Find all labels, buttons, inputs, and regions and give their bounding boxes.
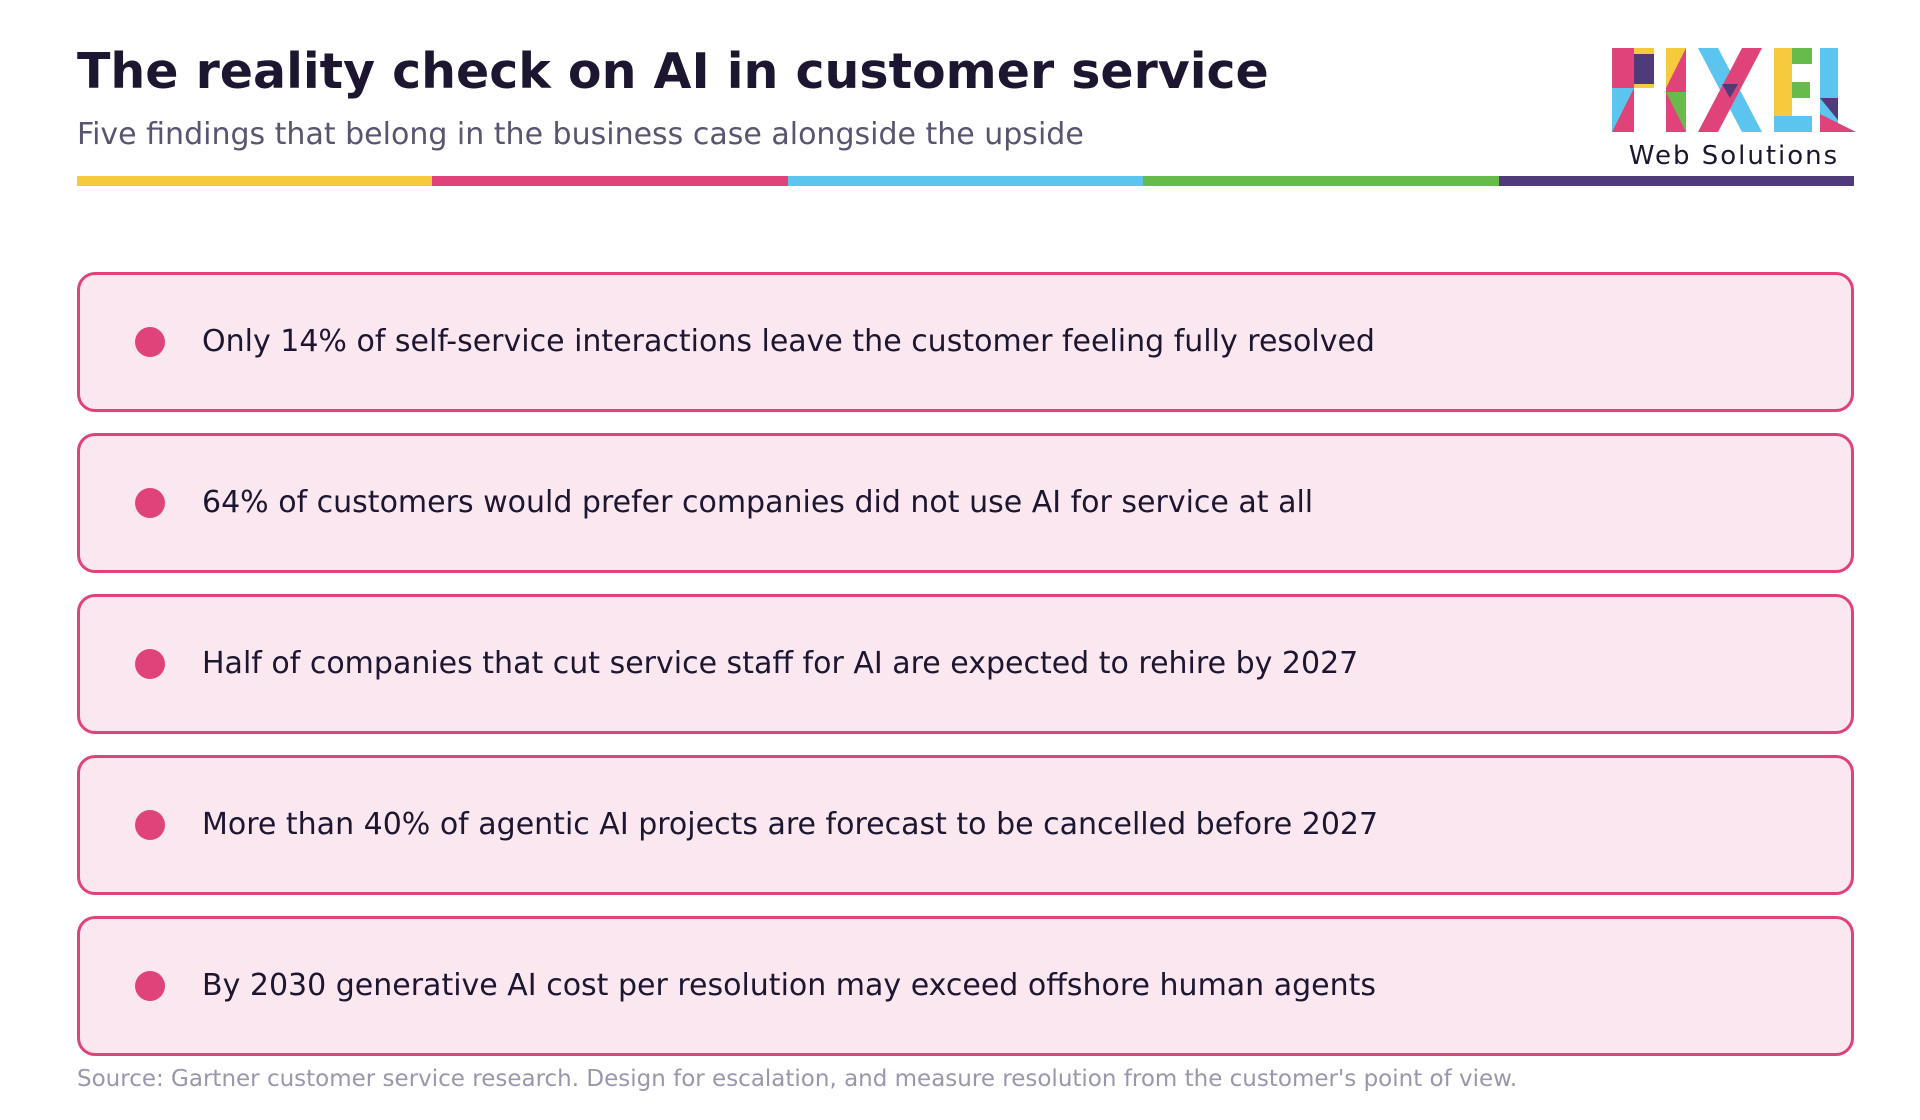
bullet-dot-icon (135, 810, 165, 840)
pixel-logo-icon (1612, 48, 1856, 132)
bullet-dot-icon (135, 971, 165, 1001)
findings-list: Only 14% of self-service interactions le… (77, 272, 1854, 1077)
page-title: The reality check on AI in customer serv… (77, 43, 1269, 100)
finding-text: Half of companies that cut service staff… (202, 646, 1359, 681)
source-note: Source: Gartner customer service researc… (77, 1066, 1518, 1092)
finding-card: More than 40% of agentic AI projects are… (77, 755, 1854, 895)
rule-segment-green (1143, 176, 1499, 186)
rule-segment-pink (432, 176, 788, 186)
finding-card: Only 14% of self-service interactions le… (77, 272, 1854, 412)
rule-segment-yellow (77, 176, 433, 186)
finding-card: 64% of customers would prefer companies … (77, 433, 1854, 573)
finding-text: By 2030 generative AI cost per resolutio… (202, 968, 1377, 1003)
color-rule (77, 176, 1855, 186)
finding-text: More than 40% of agentic AI projects are… (202, 807, 1379, 842)
finding-card: Half of companies that cut service staff… (77, 594, 1854, 734)
finding-text: 64% of customers would prefer companies … (202, 485, 1314, 520)
bullet-dot-icon (135, 488, 165, 518)
bullet-dot-icon (135, 649, 165, 679)
finding-text: Only 14% of self-service interactions le… (202, 324, 1375, 359)
logo-tagline: Web Solutions (1628, 141, 1840, 171)
logo: Web Solutions (1612, 48, 1856, 172)
rule-segment-purple (1498, 176, 1855, 186)
rule-segment-blue (787, 176, 1144, 186)
bullet-dot-icon (135, 327, 165, 357)
finding-card: By 2030 generative AI cost per resolutio… (77, 916, 1854, 1056)
page-subtitle: Five findings that belong in the busines… (77, 117, 1084, 152)
